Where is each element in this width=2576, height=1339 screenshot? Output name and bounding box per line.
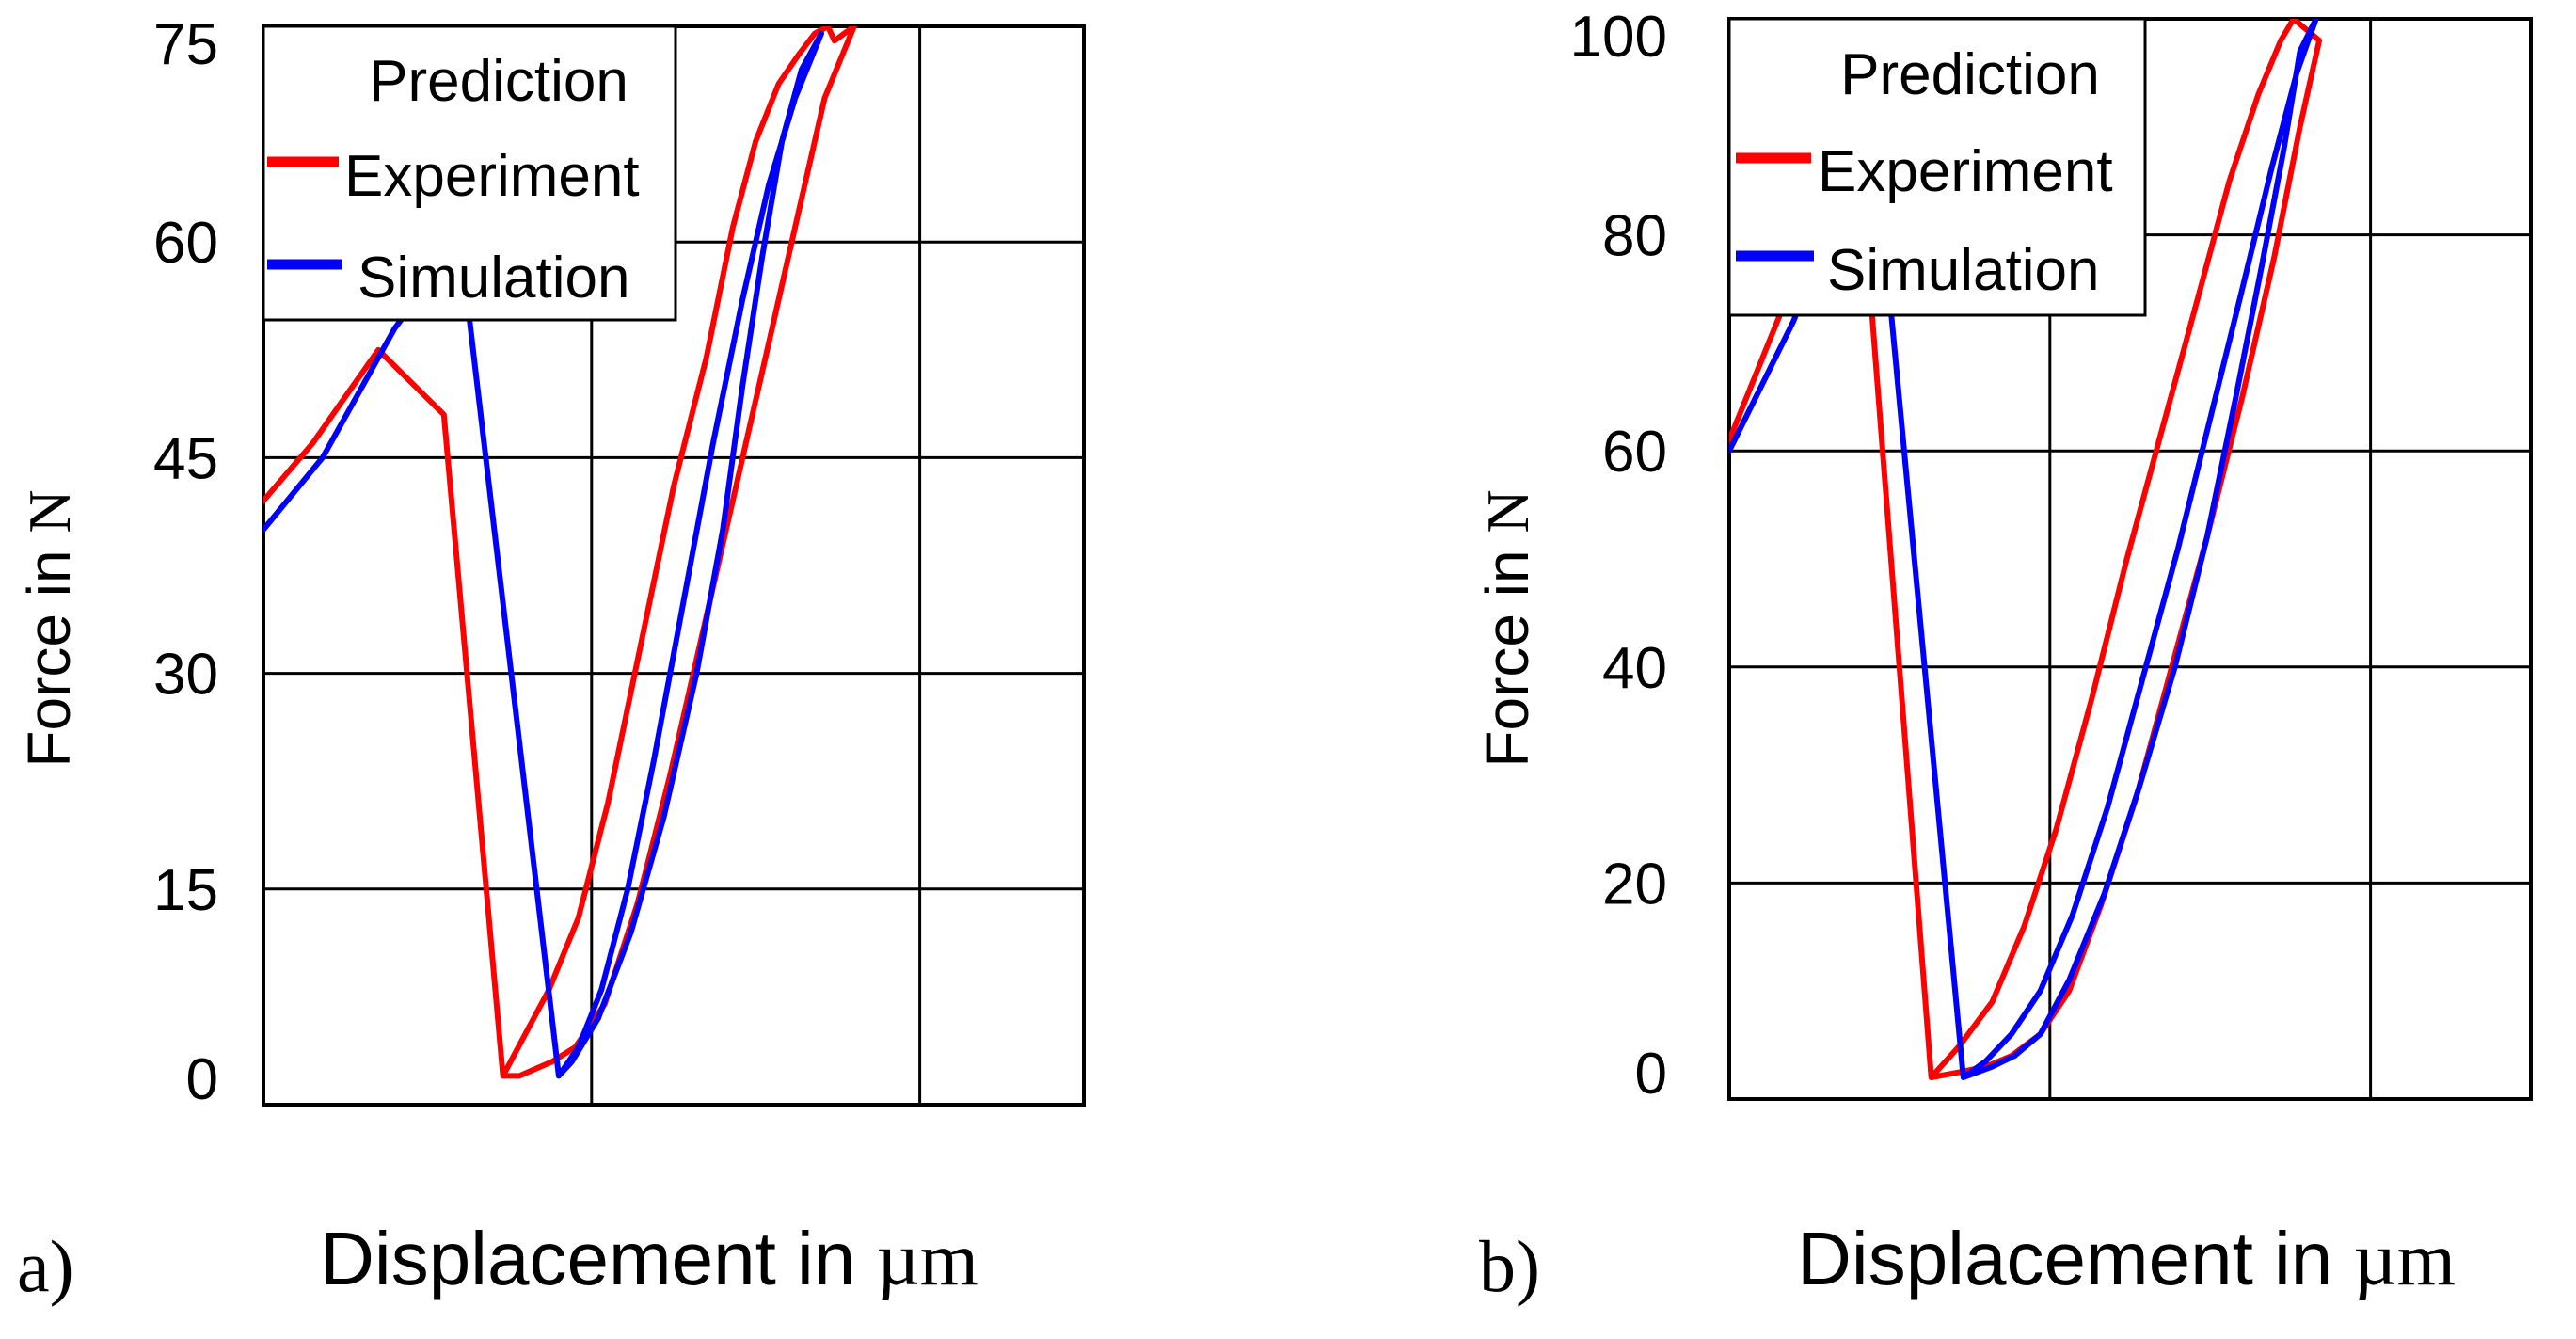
chart-b-legend-box	[1727, 17, 2147, 317]
chart-b-x-axis-label: Displacement in µm	[1797, 1217, 2456, 1301]
chart-b-y-tick-label: 80	[1602, 204, 1667, 269]
chart-a-legend-label-experiment: Experiment	[344, 144, 640, 209]
chart-b-y-tick-label: 20	[1602, 852, 1667, 917]
chart-b-y-tick-label: 100	[1570, 5, 1667, 70]
chart-a-y-tick-label: 75	[153, 12, 218, 77]
chart-b-x-axis-label-main: Displacement in	[1797, 1217, 2353, 1300]
chart-a-panel-label: a)	[17, 1225, 74, 1307]
chart-a-y-tick-label: 30	[153, 643, 218, 708]
chart-b-legend-label-experiment: Experiment	[1818, 139, 2113, 204]
chart-a-y-tick-label: 60	[153, 211, 218, 276]
chart-a-legend-label-simulation: Simulation	[358, 246, 629, 311]
chart-b-x-axis-label-unit: µm	[2354, 1219, 2456, 1301]
chart-a-legend: Prediction Experiment Simulation	[262, 24, 677, 322]
chart-b-y-tick-label: 0	[1635, 1042, 1667, 1107]
chart-a-y-axis-label-unit: N	[16, 489, 83, 533]
chart-a-series-simulation	[263, 30, 824, 1079]
chart-b-legend: Prediction Experiment Simulation	[1727, 17, 2147, 317]
chart-b-curves	[1729, 19, 2323, 1080]
chart-b-y-axis-label-main: Force in	[1473, 534, 1541, 768]
chart-a-y-axis-label-main: Force in	[15, 534, 83, 768]
chart-a-curves	[263, 26, 857, 1079]
chart-b-legend-title: Prediction	[1840, 42, 2100, 107]
chart-b-y-tick-label: 60	[1602, 420, 1667, 485]
chart-b-y-axis-label-unit: N	[1474, 489, 1541, 533]
chart-b-panel-label: b)	[1479, 1225, 1540, 1307]
chart-a-y-tick-labels: 0 15 30 45 60 75	[153, 12, 218, 1112]
chart-a-y-tick-label: 45	[153, 426, 218, 491]
chart-a: 0 15 30 45 60 75 Prediction Experiment Simula…	[15, 12, 1086, 1307]
chart-b-y-tick-labels: 0 20 40 60 80 100	[1570, 5, 1667, 1107]
chart-a-legend-box	[262, 24, 677, 322]
chart-a-series-experiment	[263, 26, 857, 1079]
chart-b-series-simulation	[1729, 19, 2319, 1080]
chart-a-legend-title: Prediction	[369, 49, 628, 114]
chart-b: 0 20 40 60 80 100 Prediction Experiment Simul…	[1473, 5, 2533, 1307]
chart-a-y-tick-label: 0	[186, 1047, 218, 1112]
chart-b-grid	[1727, 17, 2533, 1101]
chart-a-y-axis-label: Force in N	[15, 489, 83, 767]
chart-b-legend-label-simulation: Simulation	[1827, 238, 2099, 303]
chart-a-x-axis-label: Displacement in µm	[320, 1217, 978, 1301]
chart-a-y-tick-label: 15	[153, 858, 218, 923]
chart-b-y-axis-label: Force in N	[1473, 489, 1541, 767]
chart-b-y-tick-label: 40	[1602, 636, 1667, 701]
chart-a-x-axis-label-main: Displacement in	[320, 1217, 876, 1300]
chart-a-x-axis-label-unit: µm	[877, 1219, 978, 1301]
